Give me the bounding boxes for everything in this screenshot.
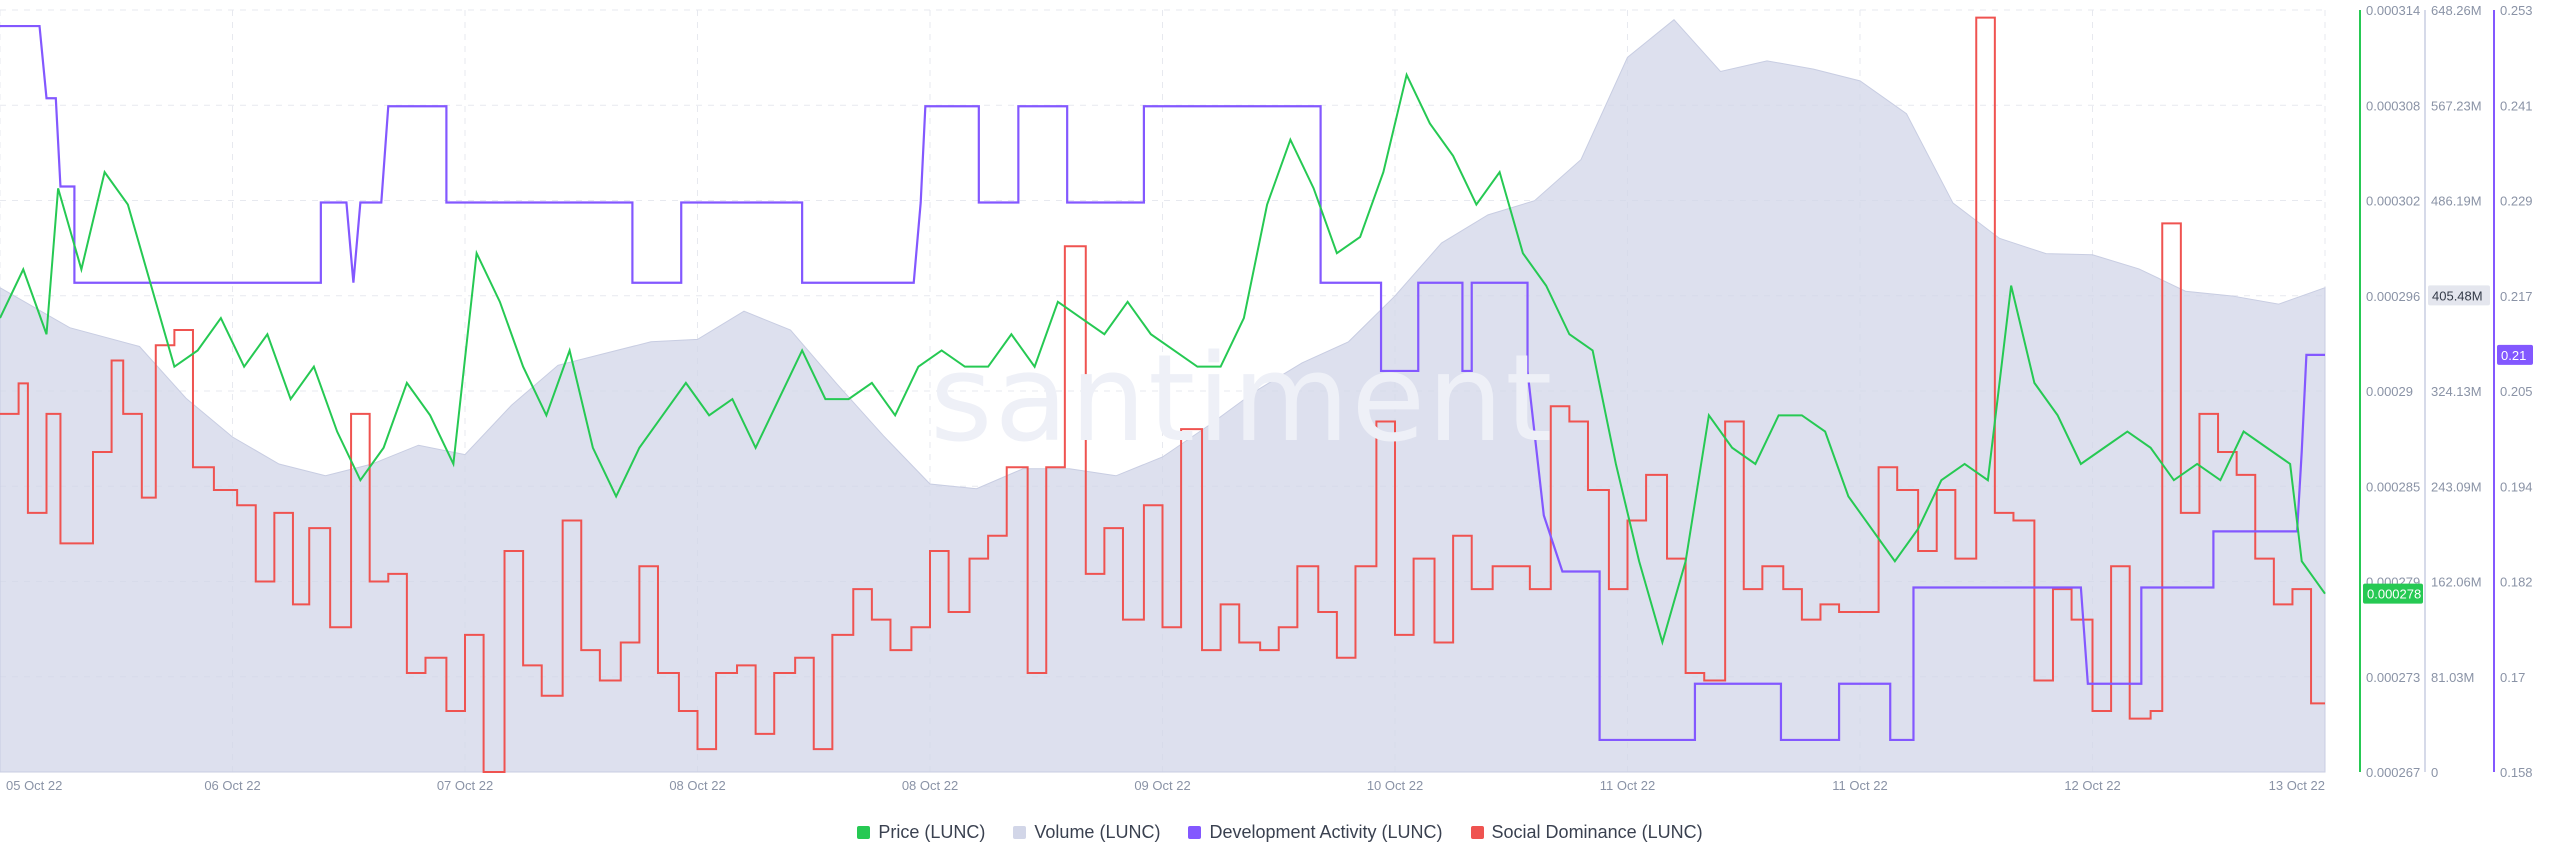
tick-label-price: 0.000296 — [2366, 289, 2420, 304]
tick-label-x: 07 Oct 22 — [437, 778, 493, 793]
legend-label-dev: Development Activity (LUNC) — [1209, 822, 1443, 842]
current-volume-badge: 405.48M — [2432, 288, 2483, 303]
tick-label-volume: 81.03M — [2431, 670, 2474, 685]
tick-label-volume: 648.26M — [2431, 3, 2482, 18]
tick-label-x: 06 Oct 22 — [204, 778, 260, 793]
legend-item-price[interactable]: Price (LUNC) — [857, 822, 985, 843]
current-price-badge-bg — [2363, 583, 2423, 604]
tick-label-dev: 0.158 — [2500, 765, 2533, 780]
tick-label-dev: 0.194 — [2500, 479, 2533, 494]
tick-label-x: 08 Oct 22 — [902, 778, 958, 793]
legend-swatch-social — [1470, 826, 1484, 839]
tick-label-x: 10 Oct 22 — [1367, 778, 1423, 793]
legend-swatch-dev — [1188, 826, 1202, 839]
legend-swatch-volume — [1013, 826, 1027, 839]
chart-svg[interactable]: 0.000314 0.000308 0.000302 0.000296 0.00029 0… — [0, 0, 2560, 820]
tick-label-volume: 486.19M — [2431, 194, 2482, 209]
legend-label-social: Social Dominance (LUNC) — [1491, 822, 1703, 842]
legend-item-social[interactable]: Social Dominance (LUNC) — [1470, 822, 1703, 843]
legend-swatch-price — [857, 826, 871, 839]
series-dev-line — [0, 24, 2325, 742]
tick-label-dev: 0.253 — [2500, 3, 2533, 18]
tick-label-price: 0.000308 — [2366, 98, 2420, 113]
current-dev-badge: 0.21 — [2501, 348, 2526, 363]
tick-label-dev: 0.17 — [2500, 670, 2525, 685]
series-social-line — [0, 16, 2325, 773]
legend-item-dev[interactable]: Development Activity (LUNC) — [1188, 822, 1443, 843]
tick-label-volume: 567.23M — [2431, 98, 2482, 113]
current-dev-badge-bg — [2497, 344, 2533, 365]
tick-label-x: 13 Oct 22 — [2269, 778, 2325, 793]
tick-label-price: 0.000285 — [2366, 479, 2420, 494]
tick-label-dev: 0.241 — [2500, 98, 2533, 113]
legend-item-volume[interactable]: Volume (LUNC) — [1013, 822, 1160, 843]
tick-label-x: 12 Oct 22 — [2064, 778, 2120, 793]
tick-label-x: 09 Oct 22 — [1134, 778, 1190, 793]
tick-label-volume: 0 — [2431, 765, 2438, 780]
tick-label-volume: 162.06M — [2431, 575, 2482, 590]
tick-label-x: 08 Oct 22 — [669, 778, 725, 793]
tick-label-dev: 0.205 — [2500, 384, 2533, 399]
tick-label-dev: 0.217 — [2500, 289, 2533, 304]
legend: Price (LUNC) Volume (LUNC) Development A… — [0, 822, 2560, 843]
tick-label-price: 0.000267 — [2366, 765, 2420, 780]
current-volume-badge-bg — [2428, 285, 2490, 306]
legend-label-volume: Volume (LUNC) — [1034, 822, 1161, 842]
tick-label-x: 05 Oct 22 — [6, 778, 62, 793]
tick-label-price: 0.000273 — [2366, 670, 2420, 685]
tick-label-price: 0.00029 — [2366, 384, 2413, 399]
tick-label-dev: 0.182 — [2500, 575, 2533, 590]
tick-label-volume: 243.09M — [2431, 479, 2482, 494]
tick-label-dev: 0.229 — [2500, 194, 2533, 209]
tick-label-price: 0.000314 — [2366, 3, 2420, 18]
tick-label-x: 11 Oct 22 — [1832, 778, 1887, 793]
series-price-line — [0, 71, 2326, 646]
tick-label-x: 11 Oct 22 — [1600, 778, 1655, 793]
tick-label-price: 0.000302 — [2366, 194, 2420, 209]
current-price-badge: 0.000278 — [2367, 587, 2421, 602]
tick-label-volume: 324.13M — [2431, 384, 2482, 399]
legend-label-price: Price (LUNC) — [878, 822, 986, 842]
